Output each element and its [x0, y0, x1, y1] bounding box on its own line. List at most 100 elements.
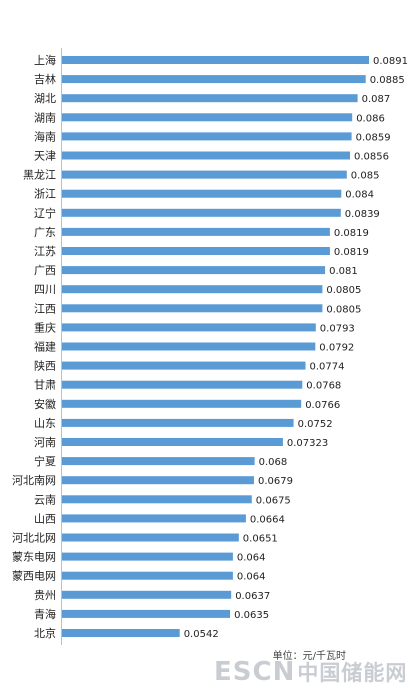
bar [62, 170, 347, 179]
bar [62, 571, 233, 580]
bar [62, 323, 316, 332]
value-label: 0.064 [237, 572, 266, 583]
category-label: 福建 [34, 340, 56, 354]
value-label: 0.0839 [345, 209, 380, 220]
bar [62, 227, 330, 236]
bar [62, 113, 353, 122]
bar [62, 590, 232, 599]
category-label: 河南 [34, 436, 56, 449]
category-label: 浙江 [34, 188, 56, 201]
value-label: 0.0859 [356, 132, 391, 143]
category-label: 吉林 [34, 72, 56, 86]
bar [62, 189, 342, 198]
bar [62, 495, 252, 504]
bar [62, 285, 323, 294]
bar [62, 361, 306, 370]
value-label: 0.0793 [320, 323, 355, 334]
bar [62, 514, 246, 523]
value-label: 0.0679 [258, 476, 293, 487]
value-label: 0.0774 [310, 362, 345, 373]
value-label: 0.084 [345, 190, 374, 201]
value-label: 0.087 [362, 94, 391, 105]
category-label: 湖南 [34, 111, 56, 124]
bar [62, 629, 180, 637]
value-label: 0.0542 [184, 629, 219, 640]
bar [62, 552, 233, 561]
category-label: 黑龙江 [23, 169, 56, 182]
category-label: 安徽 [34, 397, 56, 411]
value-label: 0.064 [237, 553, 266, 564]
bar [62, 247, 330, 255]
category-label: 天津 [34, 150, 56, 163]
category-label: 重庆 [34, 320, 56, 334]
bar [62, 342, 316, 351]
value-label: 0.0768 [306, 381, 341, 392]
category-label: 广东 [34, 226, 56, 239]
bar [62, 438, 283, 446]
category-label: 蒙西电网 [12, 570, 56, 583]
bar [62, 266, 326, 275]
category-label: 上海 [34, 53, 56, 67]
watermark-cn: 中国储能网 [297, 661, 408, 685]
bar [62, 609, 231, 618]
category-label: 湖北 [34, 92, 56, 105]
bar [62, 399, 302, 408]
bar [62, 132, 352, 141]
value-label: 0.0664 [250, 514, 285, 525]
category-label: 江苏 [34, 245, 56, 258]
value-label: 0.0766 [305, 400, 340, 411]
bar [62, 380, 303, 389]
category-label: 山东 [34, 417, 56, 430]
value-label: 0.0752 [298, 419, 333, 430]
value-label: 0.081 [329, 266, 358, 277]
bar [62, 457, 255, 466]
bars-group [62, 56, 369, 637]
category-label: 宁夏 [34, 454, 56, 468]
unit-label: 单位：元/千瓦时 [272, 651, 346, 662]
bar [62, 208, 341, 217]
category-label: 四川 [34, 283, 56, 296]
bar [62, 75, 366, 84]
category-label: 贵州 [34, 589, 56, 602]
bar [62, 94, 358, 103]
value-label: 0.0637 [235, 591, 270, 602]
category-label: 河北北网 [12, 532, 56, 545]
category-label: 甘肃 [34, 379, 56, 392]
value-labels-group: 0.0891 0.0885 0.087 0.086 0.0859 0.0856 0.085 0… [184, 56, 408, 640]
category-label: 河北南网 [12, 474, 56, 487]
value-label: 0.0792 [319, 343, 354, 354]
bar [62, 418, 294, 427]
category-label: 海南 [34, 129, 56, 143]
value-label: 0.07323 [287, 438, 328, 449]
watermark-en: ESCN [214, 657, 296, 687]
category-label: 陕西 [34, 359, 56, 373]
escn-watermark-logo: ESCN中国储能网 [214, 657, 407, 687]
value-label: 0.0885 [370, 75, 405, 86]
value-label: 0.0819 [334, 228, 369, 239]
value-label: 0.0651 [243, 534, 278, 545]
bar [62, 151, 350, 160]
value-label: 0.086 [356, 113, 385, 124]
value-label: 0.0856 [354, 152, 389, 163]
category-label: 青海 [34, 607, 56, 621]
value-label: 0.0891 [373, 56, 408, 67]
bar [62, 533, 239, 542]
category-label: 云南 [34, 493, 56, 506]
value-label: 0.085 [351, 171, 380, 182]
bar [62, 56, 369, 64]
category-label: 北京 [34, 626, 56, 640]
value-label: 0.0819 [334, 247, 369, 258]
category-label: 山西 [34, 512, 56, 525]
bar [62, 476, 254, 485]
value-label: 0.0635 [234, 610, 269, 621]
category-labels-group: 上海吉林湖北湖南海南天津黑龙江浙江辽宁广东江苏广西四川江西重庆福建陕西甘肃安徽山… [12, 53, 56, 640]
value-label: 0.0805 [326, 304, 361, 315]
value-label: 0.0805 [326, 285, 361, 296]
value-label: 0.0675 [256, 495, 291, 506]
category-label: 辽宁 [34, 206, 56, 220]
category-label: 蒙东电网 [12, 551, 56, 564]
value-label: 0.068 [259, 457, 288, 468]
category-label: 江西 [34, 302, 56, 315]
bar [62, 304, 323, 313]
